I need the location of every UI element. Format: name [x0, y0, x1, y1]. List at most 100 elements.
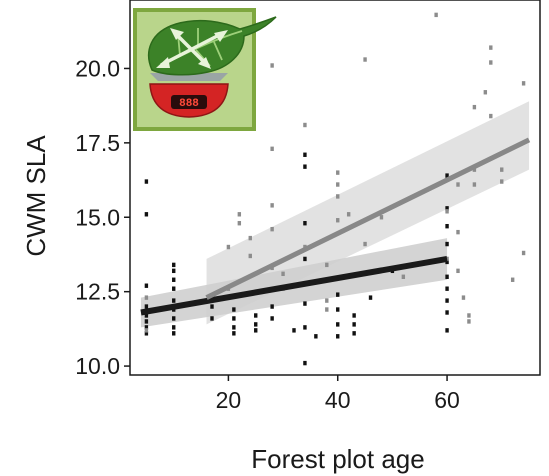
- data-point-series-1: [303, 301, 307, 306]
- data-point-series-2: [325, 307, 329, 312]
- data-point-series-1: [303, 256, 307, 262]
- data-point-series-2: [500, 179, 504, 184]
- data-point-series-1: [172, 331, 176, 336]
- data-point-series-1: [172, 298, 176, 303]
- data-point-series-2: [336, 182, 340, 187]
- x-tick-label: 60: [434, 387, 460, 413]
- data-point-series-1: [270, 316, 274, 321]
- data-point-series-1: [144, 331, 149, 336]
- data-point-series-2: [144, 328, 149, 333]
- data-point-series-1: [172, 277, 176, 282]
- data-point-series-1: [303, 221, 307, 226]
- data-point-series-1: [445, 206, 449, 211]
- data-point-series-1: [303, 325, 307, 330]
- data-point-series-1: [144, 283, 149, 288]
- data-point-series-1: [445, 298, 449, 303]
- data-point-series-2: [489, 45, 493, 50]
- data-point-series-2: [248, 235, 252, 241]
- data-point-series-1: [303, 164, 307, 169]
- data-point-series-2: [461, 295, 466, 300]
- y-axis-title: CWM SLA: [21, 135, 51, 257]
- data-point-series-1: [445, 310, 449, 315]
- data-point-series-2: [346, 212, 351, 217]
- data-point-series-1: [445, 286, 449, 291]
- x-axis-title: Forest plot age: [251, 444, 424, 474]
- y-tick-label: 20.0: [75, 55, 120, 81]
- data-point-series-2: [303, 122, 307, 128]
- data-point-series-1: [270, 304, 274, 309]
- data-point-series-1: [144, 325, 149, 330]
- leaf-on-scale-icon: 888: [133, 8, 277, 131]
- y-tick-label: 17.5: [75, 130, 120, 156]
- data-point-series-1: [314, 334, 318, 339]
- data-point-series-2: [270, 146, 274, 152]
- regression-lines: [140, 137, 531, 316]
- data-point-series-1: [172, 268, 176, 274]
- data-point-series-2: [325, 262, 329, 268]
- data-point-series-1: [336, 322, 340, 327]
- data-point-series-2: [325, 298, 329, 303]
- data-point-series-1: [172, 325, 176, 330]
- data-point-series-1: [336, 307, 340, 312]
- scale-display-value: 888: [179, 98, 199, 110]
- x-tick-label: 40: [325, 387, 351, 413]
- data-point-series-1: [303, 360, 307, 366]
- data-point-series-2: [472, 104, 477, 110]
- data-point-series-1: [144, 313, 149, 318]
- data-point-series-1: [254, 313, 258, 318]
- data-point-series-2: [483, 90, 488, 95]
- regression-line-1: [140, 255, 448, 316]
- expand-arrows-icon: [156, 28, 228, 69]
- data-point-series-1: [352, 313, 356, 318]
- data-point-series-2: [472, 182, 477, 187]
- data-point-series-1: [210, 316, 214, 321]
- data-point-series-1: [144, 212, 149, 217]
- data-point-series-2: [489, 113, 493, 119]
- data-point-series-2: [237, 221, 242, 226]
- data-point-series-1: [445, 241, 449, 247]
- data-point-series-1: [368, 295, 373, 300]
- data-point-series-1: [210, 304, 214, 309]
- scale-pan-icon: [150, 73, 228, 81]
- data-point-series-1: [445, 274, 449, 279]
- data-point-series-1: [254, 322, 258, 327]
- data-point-series-2: [281, 271, 285, 277]
- regression-line-2: [205, 137, 531, 300]
- data-point-series-2: [336, 218, 340, 223]
- data-point-series-1: [445, 223, 449, 229]
- data-point-series-2: [445, 209, 449, 214]
- data-point-series-2: [336, 170, 340, 175]
- data-point-series-1: [144, 319, 149, 324]
- data-point-series-1: [232, 331, 236, 336]
- data-point-series-1: [144, 179, 149, 184]
- data-point-series-2: [363, 57, 367, 62]
- data-point-series-2: [226, 244, 231, 250]
- x-axis: 20 40 60: [216, 375, 460, 413]
- data-point-series-2: [510, 277, 515, 282]
- data-point-series-2: [521, 81, 526, 86]
- data-point-series-2: [467, 319, 471, 324]
- data-point-series-1: [232, 307, 236, 312]
- data-point-series-2: [467, 313, 471, 318]
- data-point-series-1: [172, 316, 176, 321]
- data-point-series-2: [270, 226, 274, 232]
- data-point-series-2: [237, 212, 242, 217]
- data-point-series-2: [401, 274, 406, 279]
- data-point-series-2: [363, 241, 367, 247]
- data-point-series-1: [172, 262, 176, 268]
- data-point-series-2: [521, 250, 526, 256]
- data-point-series-2: [456, 229, 460, 235]
- confidence-band-2: [206, 101, 530, 325]
- data-point-series-1: [232, 325, 236, 330]
- scale-display-icon: [171, 95, 207, 109]
- data-point-series-2: [434, 12, 438, 18]
- data-point-series-1: [232, 316, 236, 321]
- data-point-series-2: [270, 63, 274, 68]
- data-point-series-1: [144, 304, 149, 309]
- y-tick-label: 10.0: [75, 353, 120, 379]
- data-point-series-2: [472, 167, 477, 172]
- y-axis: 10.0 12.5 15.0 17.5 20.0: [75, 55, 130, 379]
- data-point-series-1: [292, 328, 296, 333]
- data-point-series-2: [248, 253, 252, 259]
- data-point-series-1: [172, 286, 176, 291]
